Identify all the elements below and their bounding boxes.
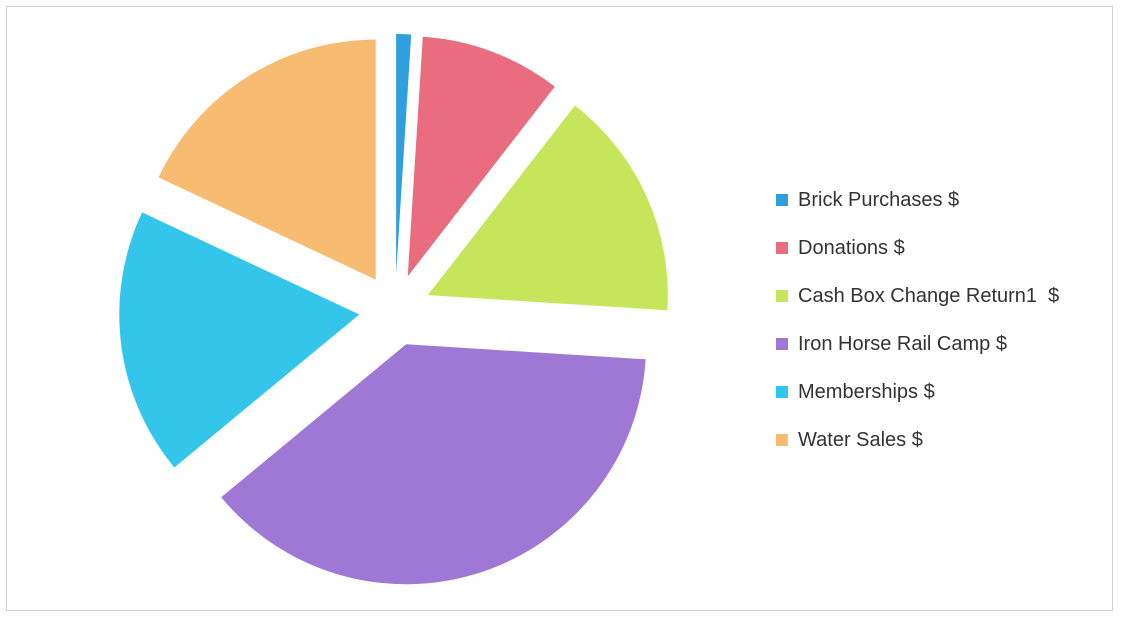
legend-swatch (776, 386, 788, 398)
pie-slice-water-sales (158, 39, 376, 280)
legend-item-cash-box-change-return: Cash Box Change Return1 $ (776, 272, 1059, 320)
legend-label: Iron Horse Rail Camp $ (798, 332, 1007, 355)
pie-slice-brick-purchases (396, 34, 412, 275)
legend-item-brick-purchases: Brick Purchases $ (776, 176, 1059, 224)
legend-label: Memberships $ (798, 380, 935, 403)
legend-item-memberships: Memberships $ (776, 368, 1059, 416)
legend-label: Cash Box Change Return1 $ (798, 284, 1060, 307)
pie-slice-donations (407, 36, 555, 277)
legend-swatch (776, 338, 788, 350)
legend-swatch (776, 194, 788, 206)
legend-item-water-sales: Water Sales $ (776, 416, 1059, 464)
legend-label: Brick Purchases $ (798, 188, 960, 211)
pie-slice-memberships (119, 212, 360, 468)
legend-swatch (776, 434, 788, 446)
legend-label: Donations $ (798, 236, 905, 259)
legend-swatch (776, 242, 788, 254)
pie-slice-cash-box-change-return1 (427, 105, 668, 311)
legend-swatch (776, 290, 788, 302)
legend-label: Water Sales $ (798, 428, 923, 451)
legend-item-donations: Donations $ (776, 224, 1059, 272)
legend-item-iron-horse-rail-camp: Iron Horse Rail Camp $ (776, 320, 1059, 368)
pie-slice-iron-horse-rail-camp (221, 344, 646, 585)
chart-legend: Brick Purchases $ Donations $ Cash Box C… (776, 176, 1059, 464)
